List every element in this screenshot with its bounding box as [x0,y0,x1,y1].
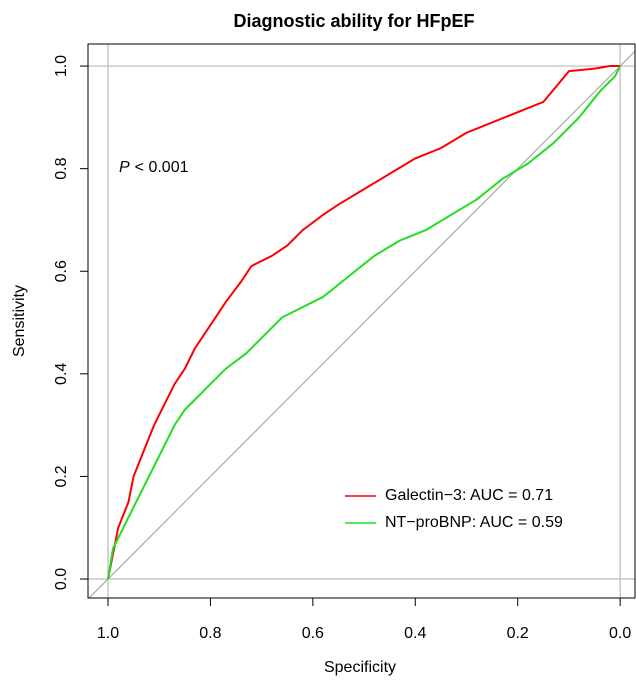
plot-frame [87,43,636,599]
y-tick-label: 0.2 [53,465,70,487]
x-axis-label: Specificity [324,659,396,676]
plot-area [88,44,635,598]
y-tick-label: 0.4 [53,363,70,385]
roc-curve [106,65,621,580]
x-tick-label: 0.2 [507,625,529,642]
y-tick-label: 0.6 [53,260,70,282]
y-tick-label: 0.8 [53,157,70,179]
x-tick-label: 0.4 [404,625,426,642]
annotation: P < 0.001 [119,159,189,176]
legend-label: NT−proBNP: AUC = 0.59 [385,514,563,531]
y-tick-label: 0.0 [53,568,70,590]
y-axis-label: Sensitivity [11,285,28,357]
annotation-variable: P [119,159,130,176]
diagonal [88,50,635,598]
chart-title: Diagnostic ability for HFpEF [233,11,474,31]
x-tick-label: 0.0 [609,625,631,642]
y-tick-label: 1.0 [53,55,70,77]
legend-label: Galectin−3: AUC = 0.71 [385,487,553,504]
x-tick-label: 0.8 [199,625,221,642]
annotation-text: < 0.001 [135,159,189,176]
x-tick-label: 1.0 [97,625,119,642]
x-tick-label: 0.6 [302,625,324,642]
roc-curve [106,65,622,580]
